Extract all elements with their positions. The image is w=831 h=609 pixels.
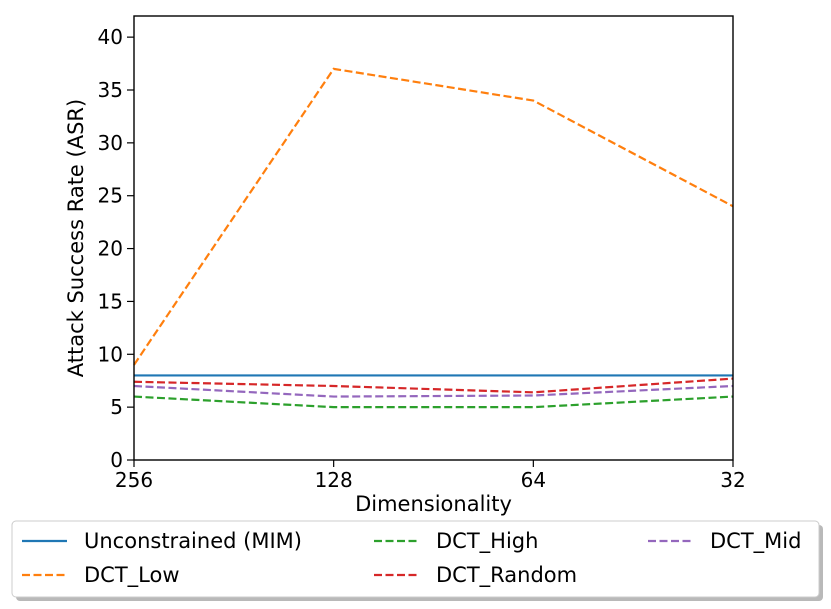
y-tick-label: 0 — [110, 448, 123, 472]
series-line-dct-high — [133, 395, 734, 409]
series-line-dct-mid — [133, 384, 734, 398]
x-axis-title: Dimensionality — [355, 492, 512, 516]
legend-box — [11, 520, 820, 598]
x-tick-label: 64 — [521, 468, 546, 492]
legend: Unconstrained (MIM) DCT_Low DCT_High DCT_Ra… — [11, 520, 823, 601]
legend-label: DCT_High — [436, 529, 538, 554]
y-tick-label: 25 — [98, 184, 123, 208]
x-tick-label: 32 — [720, 468, 745, 492]
y-tick-label: 20 — [98, 237, 123, 261]
legend-label: Unconstrained (MIM) — [84, 529, 302, 553]
x-tick-label: 256 — [115, 468, 153, 492]
legend-label: DCT_Random — [436, 563, 577, 588]
series-lines — [133, 67, 734, 409]
y-tick-label: 40 — [98, 25, 123, 49]
series-line-dct-low — [133, 67, 734, 366]
legend-label: DCT_Low — [84, 563, 180, 588]
plot-frame — [133, 15, 734, 461]
legend-label: DCT_Mid — [710, 529, 801, 554]
x-tick-label: 128 — [315, 468, 353, 492]
y-tick-label: 30 — [98, 131, 123, 155]
y-tick-label: 10 — [98, 342, 123, 366]
y-tick-label: 5 — [110, 395, 123, 419]
y-tick-label: 35 — [98, 78, 123, 102]
series-line-dct-random — [133, 377, 734, 394]
y-axis-title: Attack Success Rate (ASR) — [64, 99, 88, 377]
ticks-layer: 0 5 10 15 20 25 30 35 40 256 128 64 32 — [98, 25, 746, 492]
y-tick-label: 15 — [98, 289, 123, 313]
